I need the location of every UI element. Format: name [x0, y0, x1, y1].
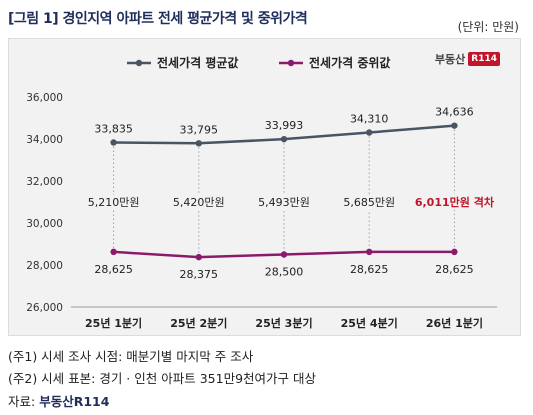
- y-tick-label: 30,000: [26, 218, 63, 230]
- gap-label: 5,420만원: [173, 196, 225, 209]
- median-point: [280, 251, 288, 258]
- y-tick-label: 28,000: [26, 260, 63, 272]
- logo-mark: R114: [468, 52, 500, 66]
- average-data-label: 34,636: [435, 106, 474, 119]
- gap-label: 6,011만원 격차: [415, 195, 495, 209]
- legend-median-label: 전세가격 중위값: [309, 55, 390, 70]
- median-point: [366, 248, 373, 256]
- average-data-label: 33,795: [180, 123, 219, 136]
- gap-label-background: [170, 195, 227, 210]
- average-point: [280, 135, 288, 143]
- source-line: 자료: 부동산R114: [8, 391, 109, 410]
- average-point: [451, 122, 458, 129]
- unit-label: (단위: 만원): [457, 20, 519, 34]
- median-point: [110, 248, 117, 256]
- gap-label-background: [412, 194, 497, 210]
- median-data-label: 28,375: [180, 268, 219, 281]
- y-tick-label: 34,000: [26, 134, 63, 146]
- median-point: [451, 248, 458, 256]
- average-data-label: 33,993: [265, 119, 304, 132]
- y-tick-label: 26,000: [26, 302, 63, 314]
- gap-label-background: [85, 195, 142, 210]
- legend-average-marker: [135, 59, 143, 67]
- x-tick-label: 25년 4분기: [341, 316, 398, 330]
- average-data-label: 33,835: [94, 122, 133, 135]
- median-data-label: 28,625: [435, 263, 474, 276]
- footnote-1: (주1) 시세 조사 시점: 매분기별 마지막 주 조사: [8, 349, 254, 364]
- brand-logo: 부동산 R114: [435, 51, 500, 67]
- x-tick-label: 26년 1분기: [426, 316, 483, 330]
- average-point: [195, 140, 202, 147]
- average-point: [366, 129, 373, 136]
- median-point: [195, 253, 202, 261]
- line-chart: 26,000 28,000 30,000 32,000 34,000 36,000 25년 …: [26, 55, 497, 330]
- legend-median-marker: [287, 59, 295, 67]
- gap-label-background: [341, 195, 398, 210]
- gap-label: 5,210만원: [88, 196, 140, 209]
- gap-label: 5,493만원: [258, 196, 310, 209]
- median-data-label: 28,500: [265, 266, 304, 279]
- x-tick-label: 25년 2분기: [170, 316, 227, 330]
- gap-label-background: [256, 195, 312, 210]
- gap-label: 5,685만원: [343, 196, 395, 209]
- average-data-label: 34,310: [350, 112, 389, 125]
- chart-panel: 26,000 28,000 30,000 32,000 34,000 36,000 25년 …: [8, 38, 521, 336]
- source-prefix: 자료:: [8, 394, 40, 409]
- x-tick-label: 25년 1분기: [85, 316, 142, 330]
- median-data-label: 28,625: [350, 263, 389, 276]
- y-tick-label: 36,000: [26, 92, 63, 104]
- chart-title: [그림 1] 경인지역 아파트 전세 평균가격 및 중위가격: [8, 11, 308, 27]
- y-tick-label: 32,000: [26, 176, 63, 188]
- average-point: [110, 139, 117, 146]
- x-tick-label: 25년 3분기: [255, 316, 312, 330]
- logo-text: 부동산: [434, 53, 466, 66]
- legend-average-label: 전세가격 평균값: [157, 55, 238, 70]
- median-data-label: 28,625: [94, 263, 133, 276]
- source-brand: 부동산R114: [39, 394, 110, 409]
- footnote-2: (주2) 시세 표본: 경기 · 인천 아파트 351만9천여가구 대상: [8, 371, 316, 386]
